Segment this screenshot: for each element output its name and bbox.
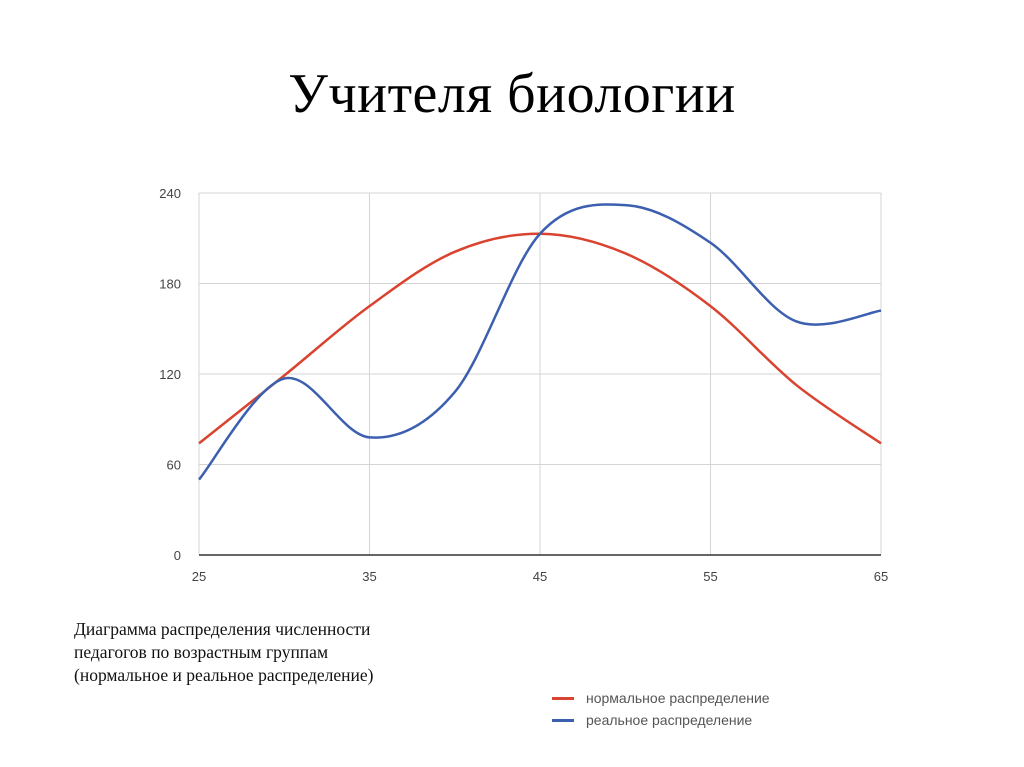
chart-caption: Диаграмма распределения численности педа… — [74, 618, 474, 687]
y-tick-label: 120 — [159, 367, 181, 382]
caption-line: Диаграмма распределения численности — [74, 619, 371, 639]
chart-tick-labels: 0 60 120 180 240 25 35 45 55 65 — [159, 186, 888, 584]
legend-item-normal: нормальное распределение — [552, 687, 770, 709]
legend-swatch-icon — [552, 718, 574, 722]
y-tick-label: 180 — [159, 277, 181, 292]
y-tick-label: 60 — [167, 458, 181, 473]
chart-legend: нормальное распределение реальное распре… — [552, 687, 770, 731]
real-distribution-line — [198, 203, 882, 481]
caption-line: (нормальное и реальное распределение) — [74, 665, 374, 685]
legend-label: реальное распределение — [586, 712, 753, 728]
x-tick-label: 25 — [192, 569, 206, 584]
legend-item-real: реальное распределение — [552, 709, 770, 731]
legend-label: нормальное распределение — [586, 690, 770, 706]
x-tick-label: 55 — [703, 569, 717, 584]
legend-swatch-icon — [552, 696, 574, 700]
slide-title: Учителя биологии — [288, 63, 736, 125]
caption-line: педагогов по возрастным группам — [74, 642, 329, 662]
chart-series — [198, 203, 882, 481]
x-tick-label: 65 — [874, 569, 888, 584]
chart-grid — [198, 192, 882, 555]
x-tick-label: 45 — [533, 569, 547, 584]
y-tick-label: 240 — [159, 186, 181, 201]
y-tick-label: 0 — [174, 548, 181, 563]
line-chart: 0 60 120 180 240 25 35 45 55 65 — [159, 186, 888, 584]
x-tick-label: 35 — [362, 569, 376, 584]
